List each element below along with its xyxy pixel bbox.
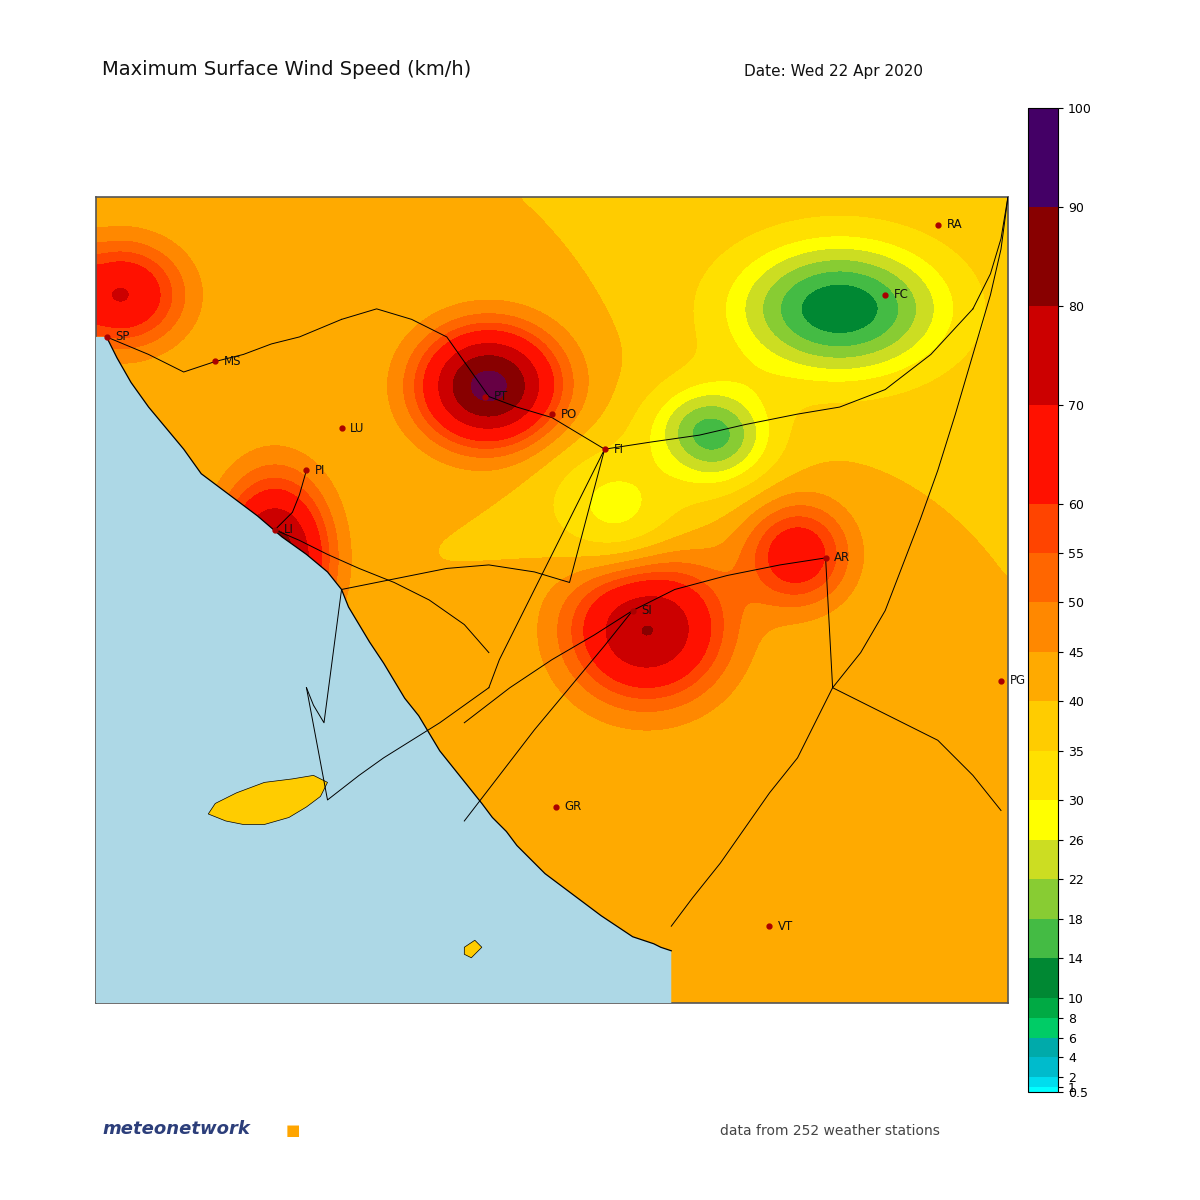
Text: PG: PG — [1009, 674, 1026, 688]
Text: FI: FI — [613, 443, 623, 456]
Text: Maximum Surface Wind Speed (km/h): Maximum Surface Wind Speed (km/h) — [102, 60, 472, 79]
Text: AR: AR — [834, 552, 851, 564]
Text: PI: PI — [316, 463, 325, 476]
Polygon shape — [96, 197, 671, 1003]
Text: meteonetwork: meteonetwork — [102, 1120, 250, 1138]
Text: SP: SP — [115, 330, 130, 343]
Text: LI: LI — [283, 523, 294, 536]
Text: VT: VT — [779, 919, 793, 932]
Text: ■: ■ — [286, 1123, 300, 1138]
Text: data from 252 weather stations: data from 252 weather stations — [720, 1123, 940, 1138]
Text: FC: FC — [894, 288, 908, 301]
Polygon shape — [464, 941, 482, 958]
Text: MS: MS — [224, 355, 241, 368]
Text: LU: LU — [350, 421, 365, 434]
Text: Date: Wed 22 Apr 2020: Date: Wed 22 Apr 2020 — [744, 64, 923, 79]
Text: GR: GR — [564, 800, 582, 814]
Text: PT: PT — [494, 390, 509, 403]
Text: PO: PO — [560, 408, 577, 420]
Text: SI: SI — [642, 604, 652, 617]
Polygon shape — [209, 775, 328, 824]
Text: RA: RA — [947, 218, 962, 232]
